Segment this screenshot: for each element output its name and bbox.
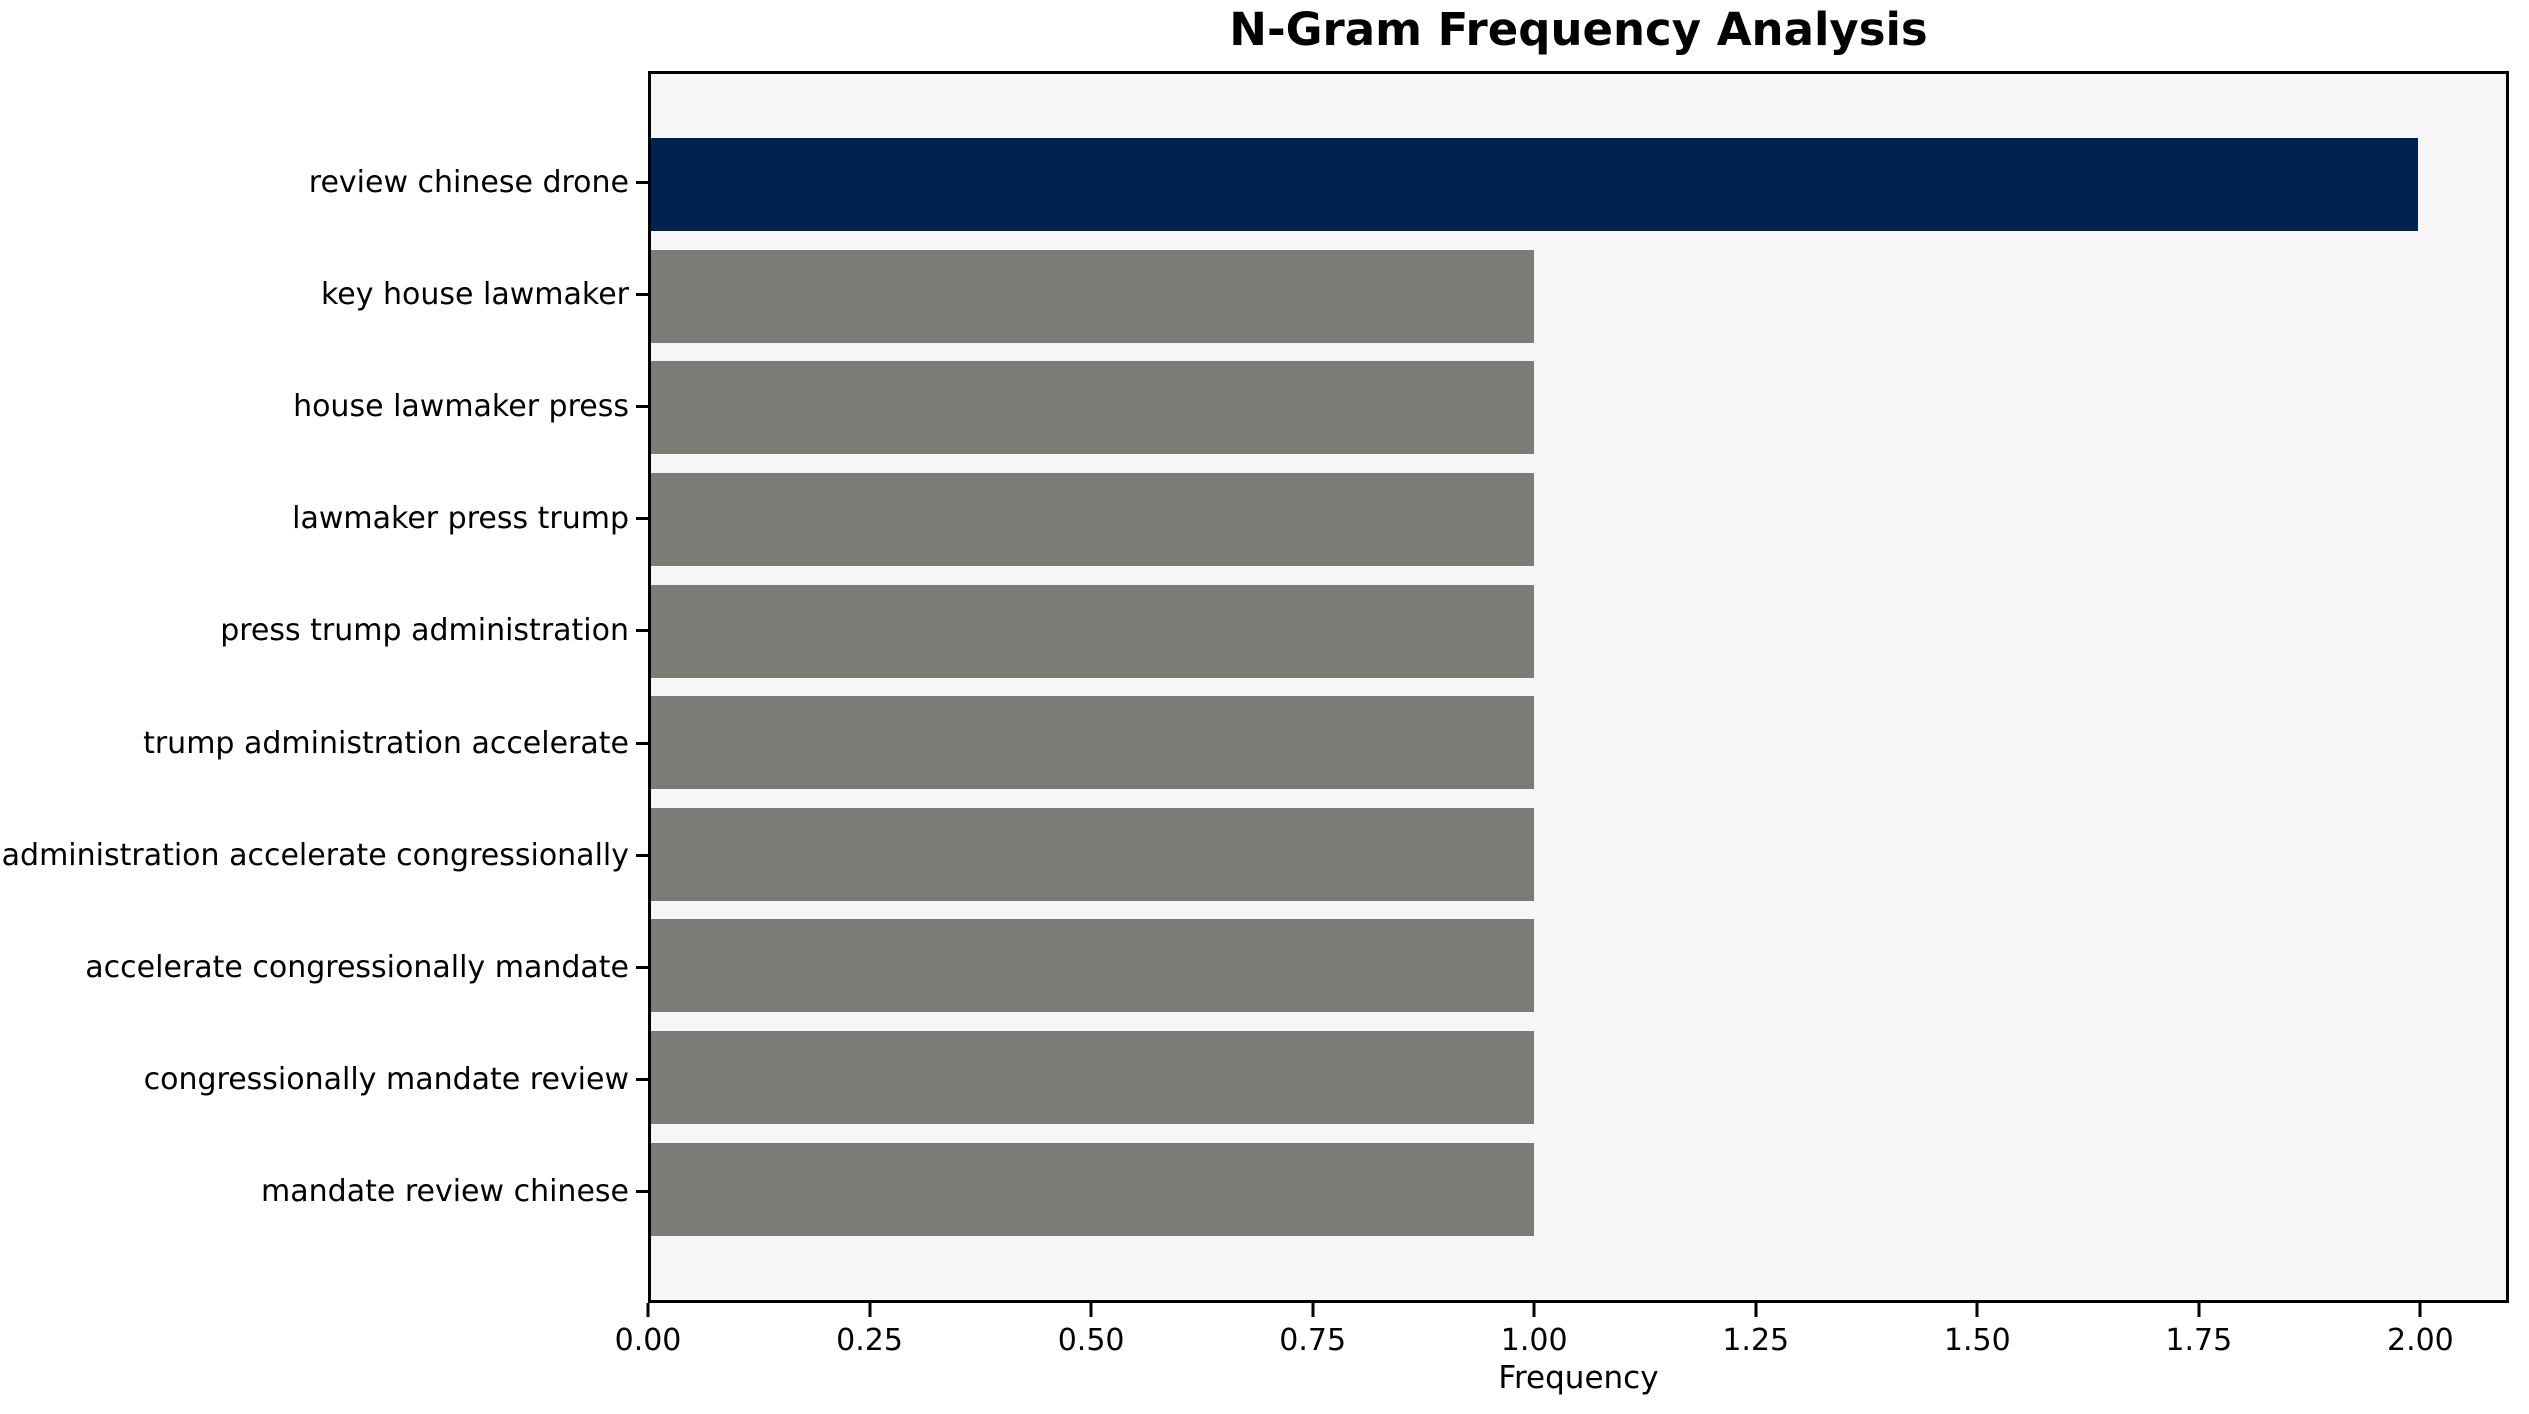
y-label-row: house lawmaker press [0,350,648,462]
y-axis-labels: review chinese drone key house lawmaker ho… [0,71,648,1303]
plot-area [648,71,2509,1303]
y-tick-label: press trump administration [220,613,629,649]
y-tick-mark [636,629,648,633]
y-label-row: review chinese drone [0,126,648,238]
x-tick-mark [646,1303,650,1317]
y-tick-mark [636,741,648,745]
y-tick-mark [636,405,648,408]
bar-row [651,1022,2506,1134]
y-tick-label: administration accelerate congressionall… [1,837,629,873]
y-label-row: lawmaker press trump [0,463,648,575]
x-tick-label: 1.50 [1943,1323,2011,1358]
bar-congressionally-mandate-review [651,1031,1535,1125]
y-tick-label: trump administration accelerate [143,725,629,761]
bar-row [651,352,2506,464]
y-tick-mark [636,517,648,521]
x-tick-mark [2418,1303,2422,1317]
y-label-row: congressionally mandate review [0,1024,648,1136]
bar-row [651,129,2506,241]
bar-row [651,799,2506,911]
bar-accelerate-congressionally-mandate [651,919,1535,1013]
x-tick-label: 1.75 [2165,1323,2233,1358]
x-tick-label: 1.00 [1500,1323,1568,1358]
x-tick-label: 1.25 [1722,1323,1790,1358]
bar-row [651,464,2506,576]
x-axis-ticks: 0.00 0.25 0.50 0.75 1.00 1.25 1.50 1.75 2.00 [615,1303,2509,1383]
y-label-row: key house lawmaker [0,238,648,350]
bar-review-chinese-drone [651,138,2418,232]
y-tick-mark [636,1078,648,1082]
x-tick-label: 0.75 [1279,1323,1347,1358]
bar-house-lawmaker-press [651,361,1535,455]
y-label-row: press trump administration [0,575,648,687]
x-tick-mark [1754,1303,1758,1317]
y-tick-label: review chinese drone [308,164,629,200]
y-label-row: trump administration accelerate [0,687,648,799]
chart-title: N-Gram Frequency Analysis [1229,3,1928,56]
bar-row [651,687,2506,799]
x-tick-mark [2197,1303,2201,1317]
y-tick-mark [636,292,648,296]
y-label-row: administration accelerate congressionall… [0,799,648,911]
y-tick-mark [636,966,648,970]
x-tick-label: 0.00 [614,1323,682,1358]
bar-row [651,575,2506,687]
bar-row [651,1133,2506,1245]
y-tick-mark [636,853,648,857]
y-label-row: mandate review chinese [0,1136,648,1248]
y-tick-mark [636,180,648,184]
y-tick-label: mandate review chinese [261,1174,629,1210]
x-tick-mark [1089,1303,1093,1317]
bar-row [651,241,2506,353]
y-tick-label: key house lawmaker [320,276,629,312]
x-tick-mark [1311,1303,1315,1317]
bar-row [651,910,2506,1022]
bar-key-house-lawmaker [651,249,1535,343]
bar-lawmaker-press-trump [651,473,1535,567]
y-tick-mark [636,1190,648,1194]
bar-trump-administration-accelerate [651,696,1535,790]
x-tick-mark [1975,1303,1979,1317]
x-tick-mark [868,1303,872,1317]
bars-container [651,74,2506,1300]
y-tick-label: congressionally mandate review [143,1062,629,1098]
y-label-row: accelerate congressionally mandate [0,911,648,1023]
y-tick-label: accelerate congressionally mandate [85,950,629,986]
x-axis-label: Frequency [1498,1360,1659,1396]
bar-press-trump-administration [651,584,1535,678]
x-tick-mark [1532,1303,1536,1317]
y-tick-label: lawmaker press trump [292,501,629,537]
x-tick-label: 0.50 [1057,1323,1125,1358]
x-tick-label: 0.25 [836,1323,903,1358]
bar-mandate-review-chinese [651,1142,1535,1236]
y-tick-label: house lawmaker press [293,389,629,424]
x-tick-label: 2.00 [2386,1323,2454,1358]
bar-administration-accelerate-congressionally [651,807,1535,901]
